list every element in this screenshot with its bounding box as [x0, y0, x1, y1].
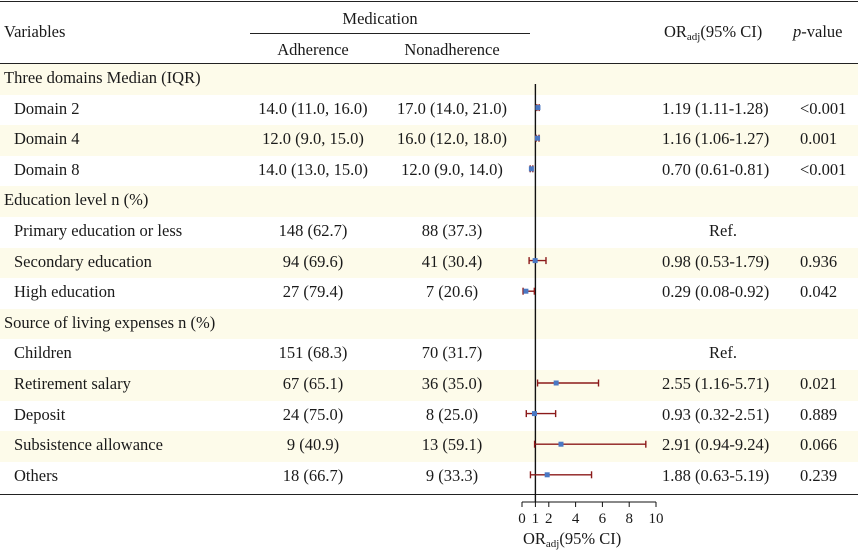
or-ci-value: 0.98 (0.53-1.79): [662, 251, 770, 271]
adherence-value: 14.0 (13.0, 15.0): [258, 159, 368, 179]
row-label: Retirement salary: [14, 374, 131, 393]
bottom-rule: [0, 494, 858, 495]
or-ci-value: 0.29 (0.08-0.92): [662, 282, 770, 302]
header-variables: Variables: [4, 22, 66, 41]
header-or: ORadj(95% CI): [664, 22, 763, 43]
reference-label: Ref.: [709, 221, 737, 240]
row-shade: [0, 125, 858, 156]
nonadherence-value: 12.0 (9.0, 14.0): [401, 159, 503, 179]
or-point: [532, 258, 538, 264]
nonadherence-value: 88 (37.3): [421, 221, 483, 240]
nonadherence-value: 9 (33.3): [425, 465, 479, 485]
nonadherence-value: 17.0 (14.0, 21.0): [397, 98, 507, 118]
x-tick-label: 4: [572, 511, 580, 527]
nonadherence-value: 7 (20.6): [425, 282, 479, 302]
nonadherence-value: 16.0 (12.0, 18.0): [397, 129, 507, 149]
or-point: [553, 380, 559, 386]
medication-rule: [250, 33, 530, 34]
or-ci-value: 0.93 (0.32-2.51): [662, 404, 770, 424]
or-ci-value: 0.70 (0.61-0.81): [662, 159, 770, 179]
adherence-value: 14.0 (11.0, 16.0): [258, 98, 368, 118]
row-label: Primary education or less: [14, 221, 183, 240]
or-point: [531, 411, 537, 417]
p-value: 0.066: [800, 435, 838, 455]
p-value: <0.001: [800, 159, 847, 179]
row-shade: [0, 247, 858, 279]
header-adherence: Adherence: [277, 40, 349, 59]
header-nonadherence: Nonadherence: [404, 40, 500, 59]
nonadherence-value: 41 (30.4): [421, 251, 483, 271]
p-value: 0.001: [800, 129, 838, 149]
or-point: [535, 135, 541, 141]
adherence-value: 9 (40.9): [286, 435, 340, 455]
row-shade: [0, 308, 858, 340]
p-value: <0.001: [800, 98, 847, 118]
or-point: [528, 166, 534, 172]
top-rule: [0, 1, 858, 2]
x-tick-label: 2: [545, 511, 553, 527]
x-tick-label: 0: [518, 511, 526, 527]
or-ci-value: 2.55 (1.16-5.71): [662, 374, 770, 393]
p-value: 0.239: [800, 465, 838, 485]
nonadherence-value: 13 (59.1): [421, 435, 483, 455]
or-point: [558, 441, 564, 447]
x-tick-label: 10: [649, 511, 664, 527]
x-tick-label: 6: [599, 511, 607, 527]
row-label: High education: [14, 282, 116, 302]
p-value: 0.021: [800, 374, 838, 393]
header-or-prefix: OR: [664, 22, 687, 41]
p-value: 0.936: [800, 251, 838, 271]
or-ci-value: 2.91 (0.94-9.24): [662, 435, 770, 455]
adherence-value: 148 (62.7): [278, 221, 348, 240]
nonadherence-value: 8 (25.0): [425, 404, 479, 424]
or-ci-value: 1.19 (1.11-1.28): [662, 98, 769, 118]
row-label: Others: [14, 465, 58, 485]
row-label: Domain 4: [14, 129, 80, 149]
nonadherence-value: 36 (35.0): [421, 374, 483, 393]
or-ci-value: 1.88 (0.63-5.19): [662, 465, 770, 485]
p-value: 0.042: [800, 282, 838, 302]
header-or-sub: adj: [686, 31, 701, 43]
p-value: 0.889: [800, 404, 838, 424]
header-p-italic: p: [793, 22, 802, 41]
adherence-value: 94 (69.6): [282, 251, 344, 271]
header-or-suffix: (95% CI): [700, 22, 763, 41]
adherence-value: 151 (68.3): [278, 343, 348, 363]
adherence-value: 18 (66.7): [282, 465, 344, 485]
row-label: Secondary education: [14, 251, 152, 271]
adherence-value: 27 (79.4): [282, 282, 344, 302]
x-tick-label: 8: [625, 511, 633, 527]
row-label: Children: [14, 343, 72, 363]
row-label: Subsistence allowance: [14, 435, 163, 455]
x-tick-label: 1: [532, 511, 540, 527]
row-shade: [0, 186, 858, 217]
row-label: Domain 8: [14, 159, 80, 179]
adherence-value: 12.0 (9.0, 15.0): [262, 129, 364, 149]
row-shade: [0, 64, 858, 95]
section-label: Three domains Median (IQR): [4, 68, 201, 87]
or-ci-value: 1.16 (1.06-1.27): [662, 129, 770, 149]
nonadherence-value: 70 (31.7): [421, 343, 483, 363]
or-point: [535, 105, 541, 111]
reference-label: Ref.: [709, 343, 737, 363]
section-label: Source of living expenses n (%): [4, 312, 216, 332]
row-label: Domain 2: [14, 98, 80, 118]
x-axis-label-suffix: (95% CI): [559, 529, 622, 548]
or-point: [523, 288, 529, 294]
row-label: Deposit: [14, 404, 66, 424]
header-medication: Medication: [342, 9, 418, 28]
header-p-suffix: -value: [801, 22, 843, 41]
x-axis-label: ORadj(95% CI): [523, 529, 622, 550]
header-rule: [0, 63, 858, 64]
adherence-value: 24 (75.0): [282, 404, 344, 424]
row-shade: [0, 431, 858, 462]
x-axis-label-sub: adj: [545, 538, 560, 550]
or-point: [544, 472, 550, 478]
x-axis-label-prefix: OR: [523, 529, 546, 548]
adherence-value: 67 (65.1): [282, 374, 344, 393]
row-shade: [0, 370, 858, 401]
header-pvalue: p-value: [793, 22, 843, 41]
section-label: Education level n (%): [4, 190, 149, 210]
